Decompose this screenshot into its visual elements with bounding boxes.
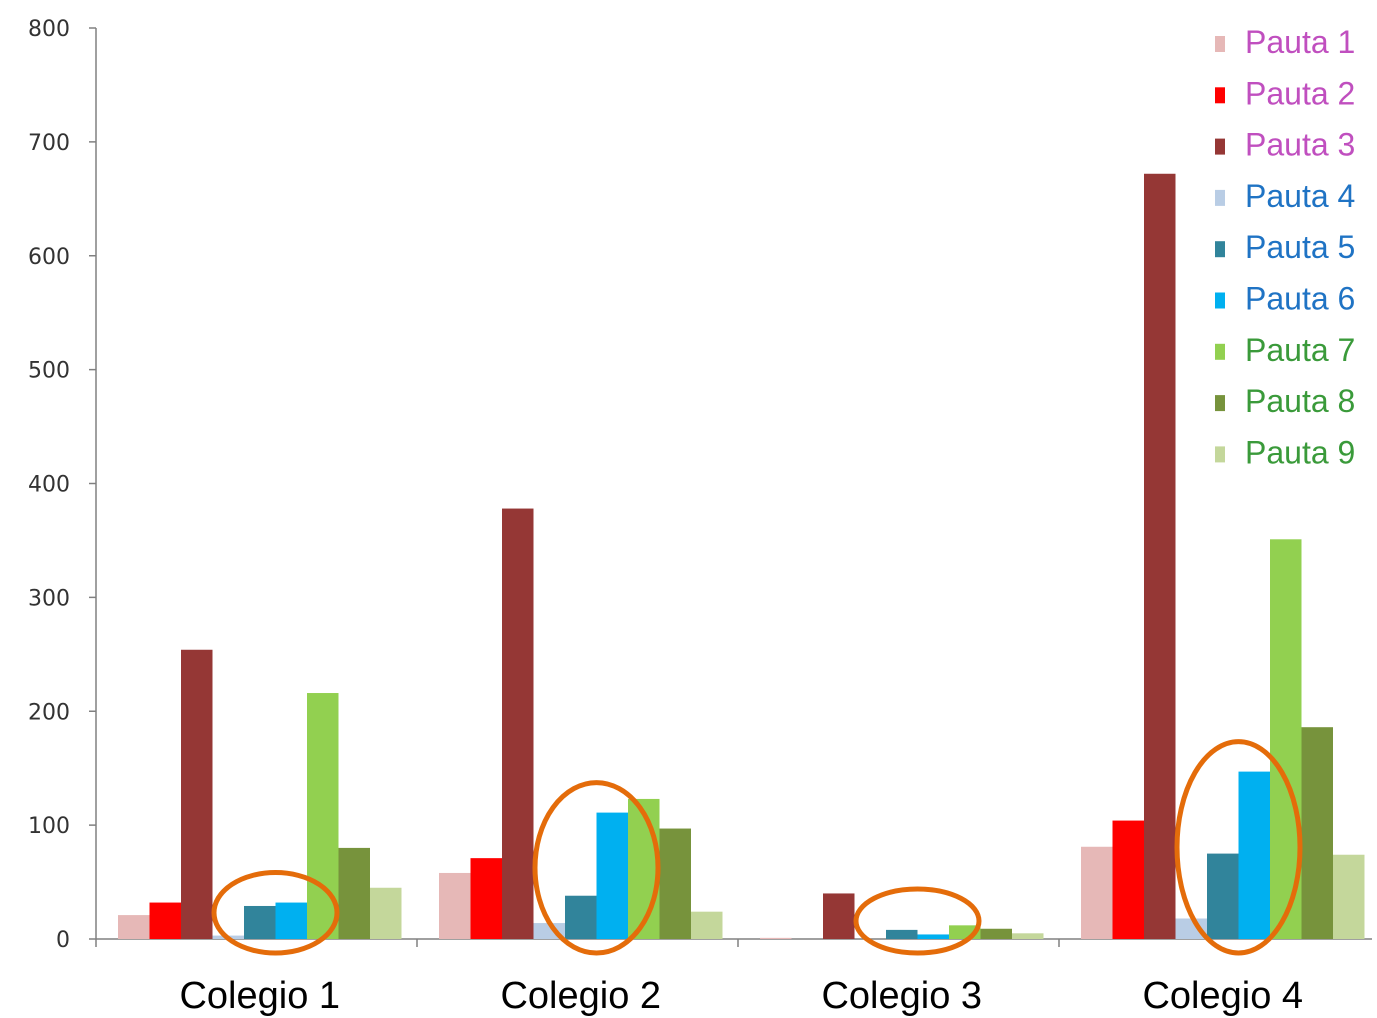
bar-3-1 <box>760 937 792 939</box>
legend-label: Pauta 9 <box>1245 434 1355 470</box>
bar-4-8 <box>1301 727 1333 939</box>
bar-2-6 <box>596 812 628 939</box>
legend-swatch <box>1215 138 1225 155</box>
legend-swatch <box>1215 446 1225 463</box>
bar-1-6 <box>275 902 307 939</box>
bar-4-1 <box>1081 846 1113 939</box>
y-tick-label: 600 <box>28 245 70 270</box>
bar-4-9 <box>1333 854 1365 939</box>
category-label: Colegio 1 <box>179 975 340 1017</box>
legend-swatch <box>1215 292 1225 309</box>
bar-2-2 <box>470 858 502 939</box>
legend-label: Pauta 3 <box>1245 127 1355 163</box>
bar-2-1 <box>439 872 471 939</box>
category-label: Colegio 4 <box>1142 975 1303 1017</box>
legend-label: Pauta 5 <box>1245 229 1355 265</box>
highlight-ellipses <box>211 739 1303 956</box>
y-tick-label: 200 <box>28 700 70 725</box>
bar-1-2 <box>149 902 181 939</box>
legend-label: Pauta 1 <box>1245 24 1355 60</box>
bar-3-9 <box>1012 933 1044 939</box>
y-tick-label: 800 <box>28 17 70 42</box>
bar-1-9 <box>370 887 402 939</box>
bar-3-6 <box>917 934 949 939</box>
legend: Pauta 1 Pauta 2 Pauta 3 Pauta 4 Pauta 5 Pauta… <box>1215 24 1355 470</box>
bar-1-3 <box>181 649 213 939</box>
bar-4-4 <box>1175 918 1207 939</box>
legend-swatch <box>1215 343 1225 360</box>
legend-swatch <box>1215 241 1225 258</box>
y-tick-label: 500 <box>28 359 70 384</box>
bar-4-6 <box>1238 771 1270 939</box>
legend-swatch <box>1215 189 1225 206</box>
highlight-ellipse-4 <box>1174 739 1303 956</box>
legend-swatch <box>1215 36 1225 52</box>
bar-4-3 <box>1144 173 1176 939</box>
legend-label: Pauta 6 <box>1245 281 1355 317</box>
legend-swatch <box>1215 87 1225 104</box>
bar-3-5 <box>886 929 918 939</box>
legend-swatch <box>1215 395 1225 412</box>
bar-3-3 <box>823 893 855 939</box>
y-tick-label: 400 <box>28 473 70 498</box>
legend-label: Pauta 2 <box>1245 75 1355 111</box>
bar-1-8 <box>338 847 370 939</box>
bar-2-8 <box>659 828 691 939</box>
y-tick-label: 0 <box>56 928 70 953</box>
highlight-ellipse-1 <box>211 870 340 956</box>
bar-2-7 <box>628 798 660 939</box>
bar-2-9 <box>691 911 723 939</box>
bars <box>118 173 1365 939</box>
highlight-ellipse-2 <box>532 780 661 956</box>
legend-label: Pauta 4 <box>1245 178 1355 214</box>
bar-2-3 <box>502 508 534 939</box>
y-tick-label: 700 <box>28 131 70 156</box>
y-tick-label: 300 <box>28 586 70 611</box>
bar-2-5 <box>565 895 597 939</box>
bar-4-5 <box>1207 853 1239 939</box>
y-axis: 0 100 200 300 400 500 600 700 800 <box>28 17 97 953</box>
category-label: Colegio 2 <box>500 975 661 1017</box>
bar-1-5 <box>244 905 276 939</box>
legend-label: Pauta 8 <box>1245 383 1355 419</box>
bar-3-8 <box>980 928 1012 939</box>
highlight-ellipse-3 <box>853 886 982 956</box>
y-tick-label: 100 <box>28 814 70 839</box>
legend-label: Pauta 7 <box>1245 332 1355 368</box>
bar-4-2 <box>1112 820 1144 939</box>
category-label: Colegio 3 <box>821 975 982 1017</box>
bar-1-1 <box>118 915 150 939</box>
